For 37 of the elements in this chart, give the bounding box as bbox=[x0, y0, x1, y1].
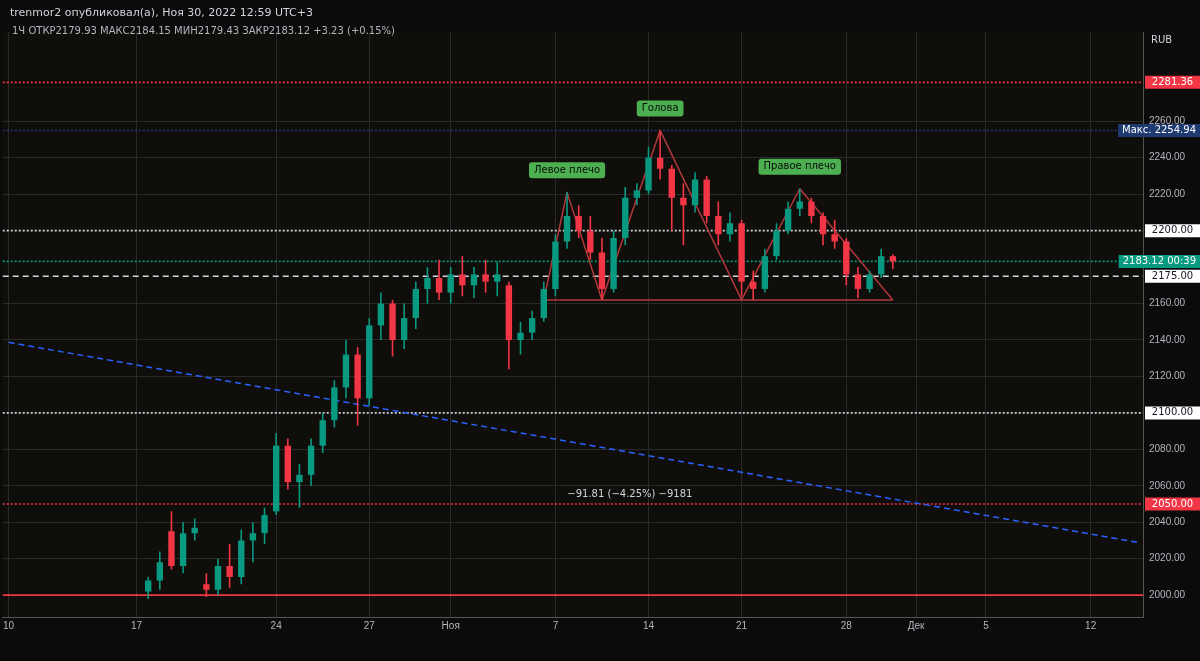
y-tick-label: 2120.00 bbox=[1149, 370, 1186, 382]
x-tick-label: 21 bbox=[736, 619, 748, 631]
ref-line-label: 2100.00 bbox=[1151, 406, 1194, 418]
ref-line-label: 2175.00 bbox=[1151, 269, 1194, 281]
y-tick-label: 2040.00 bbox=[1149, 515, 1186, 527]
ref-line-label: 2200.00 bbox=[1151, 224, 1194, 236]
ref-line-label: 2183.12 00:39 bbox=[1122, 255, 1196, 266]
y-tick-label: 2240.00 bbox=[1149, 151, 1186, 163]
y-tick-label: 2220.00 bbox=[1149, 187, 1186, 199]
chart-title: trenmor2 опубликовал(а), Ноя 30, 2022 12:59 UTC+3 bbox=[10, 5, 313, 21]
y-tick-label: 2080.00 bbox=[1149, 443, 1186, 455]
y-tick-label: 2060.00 bbox=[1149, 479, 1186, 491]
x-tick-label: 12 bbox=[1085, 619, 1097, 631]
x-tick-label: 10 bbox=[3, 619, 15, 631]
annotation: Левое плечо bbox=[533, 163, 601, 175]
y-tick-label: 2260.00 bbox=[1149, 115, 1186, 127]
x-tick-label: Ноя bbox=[441, 619, 460, 631]
x-tick-label: 5 bbox=[983, 619, 990, 631]
ref-line-label: 2050.00 bbox=[1151, 497, 1194, 509]
x-tick-label: 14 bbox=[642, 619, 655, 631]
x-tick-label: 28 bbox=[840, 619, 853, 631]
y-tick-label: 2140.00 bbox=[1149, 333, 1186, 345]
annotation: Правое плечо bbox=[763, 160, 836, 172]
x-tick-label: 7 bbox=[552, 619, 559, 631]
ref-line-label: Макс. 2254.94 bbox=[1121, 124, 1197, 136]
annotation: −91.81 (−4.25%) −9181 bbox=[567, 487, 693, 499]
y-tick-label: 2160.00 bbox=[1149, 297, 1186, 309]
x-tick-label: 24 bbox=[270, 619, 283, 631]
y-tick-label: 2020.00 bbox=[1149, 552, 1186, 564]
y-tick-label: 2000.00 bbox=[1149, 588, 1186, 600]
annotation: Голова bbox=[641, 102, 679, 113]
chart-subtitle: 1Ч ОТКР2179.93 МАКС2184.15 МИН2179.43 ЗАКР2183.12 +3.23 (+0.15%) bbox=[12, 25, 395, 36]
x-tick-label: 27 bbox=[363, 619, 376, 631]
ref-line-label: 2281.36 bbox=[1151, 75, 1194, 87]
x-tick-label: 17 bbox=[130, 619, 143, 631]
x-tick-label: Дек bbox=[907, 619, 926, 631]
y-axis-title: RUB bbox=[1151, 33, 1173, 45]
